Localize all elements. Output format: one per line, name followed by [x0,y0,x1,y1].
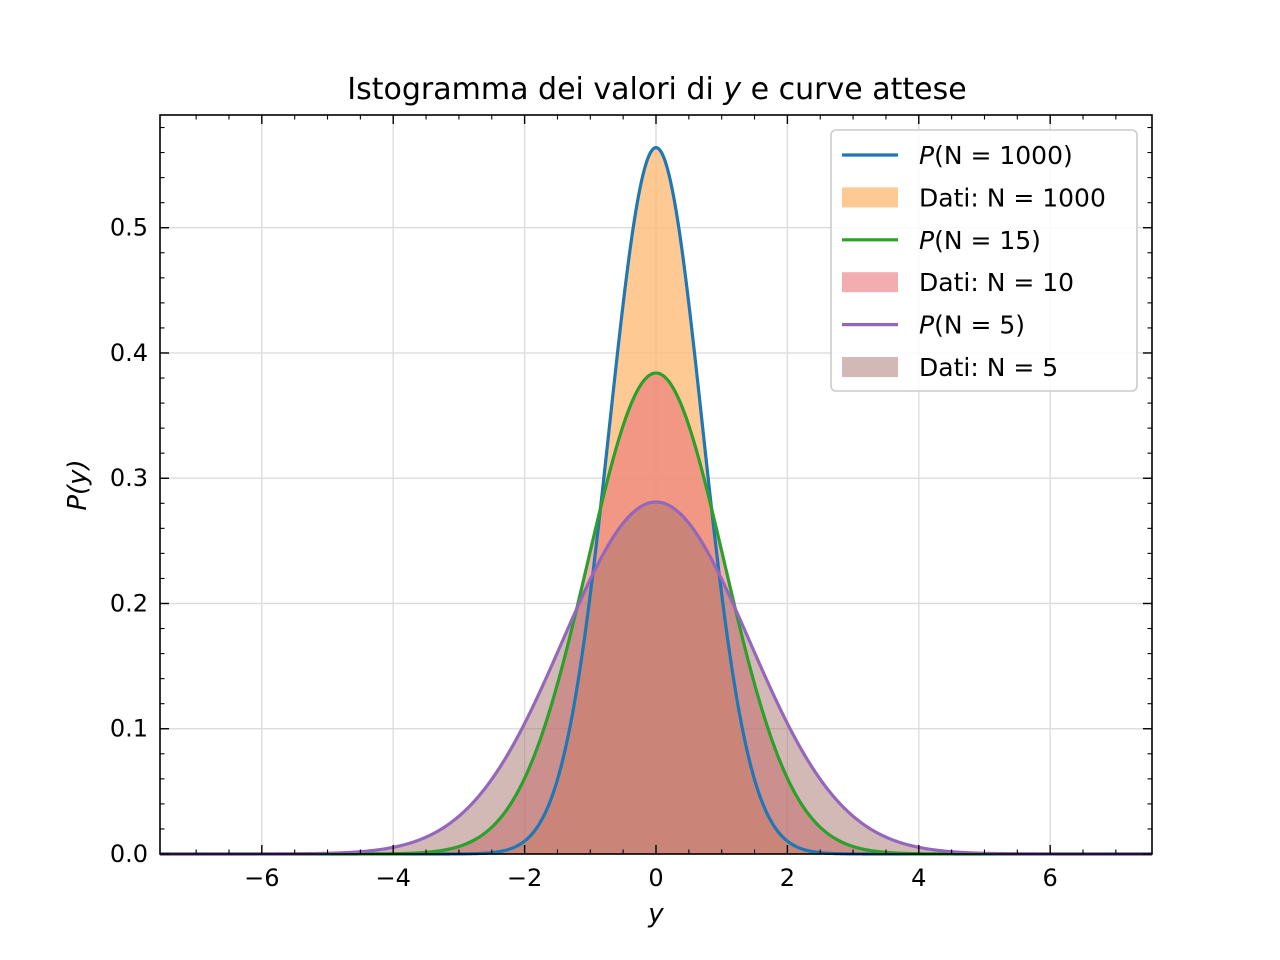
histogram-fill-5 [160,502,1152,854]
x-axis-label: y [647,899,664,929]
chart-title-part-1: y [722,72,742,107]
legend-label-0: P(N = 1000) [919,141,1073,170]
y-tick-label-2: 0.2 [110,589,148,617]
legend-box [830,129,1138,392]
legend-label-rest-2: (N = 15) [934,226,1041,255]
y-tick-label-0: 0.0 [110,840,148,868]
axis-ticks: −6 −4 −2 0 2 4 6 0.0 0.1 0.2 0.3 0.4 0.5 [110,115,1152,892]
x-tick-label-6: 6 [1043,864,1058,892]
x-tick-label-3: 0 [648,864,663,892]
legend-label-2: P(N = 15) [919,226,1041,255]
x-tick-label-2: −2 [507,864,542,892]
legend-label-italic-2: P [919,226,935,255]
legend-label-5: Dati: N = 5 [919,353,1058,382]
chart-title: Istogramma dei valori di y e curve attes… [347,72,966,107]
y-tick-label-1: 0.1 [110,715,148,743]
legend-patch-5 [842,357,898,377]
y-tick-label-3: 0.3 [110,464,148,492]
x-tick-label-0: −6 [244,864,279,892]
legend-label-rest-0: (N = 1000) [934,141,1073,170]
x-tick-label-5: 4 [911,864,926,892]
x-tick-label-4: 2 [780,864,795,892]
legend-label-1: Dati: N = 1000 [919,183,1106,212]
legend-label-rest-4: (N = 5) [934,311,1025,340]
legend-label-3: Dati: N = 10 [919,268,1074,297]
y-tick-label-5: 0.5 [110,214,148,242]
legend-patch-1 [842,187,898,208]
chart-title-part-2: e curve attese [741,72,967,107]
chart-title-part-0: Istogramma dei valori di [347,72,723,107]
legend-label-italic-4: P [919,311,935,340]
x-tick-label-1: −4 [376,864,411,892]
legend-patch-3 [842,272,898,293]
y-tick-label-4: 0.4 [110,339,148,367]
legend-label-4: P(N = 5) [919,311,1025,340]
legend-label-italic-0: P [919,141,935,170]
y-axis-label: P(y) [63,459,93,510]
